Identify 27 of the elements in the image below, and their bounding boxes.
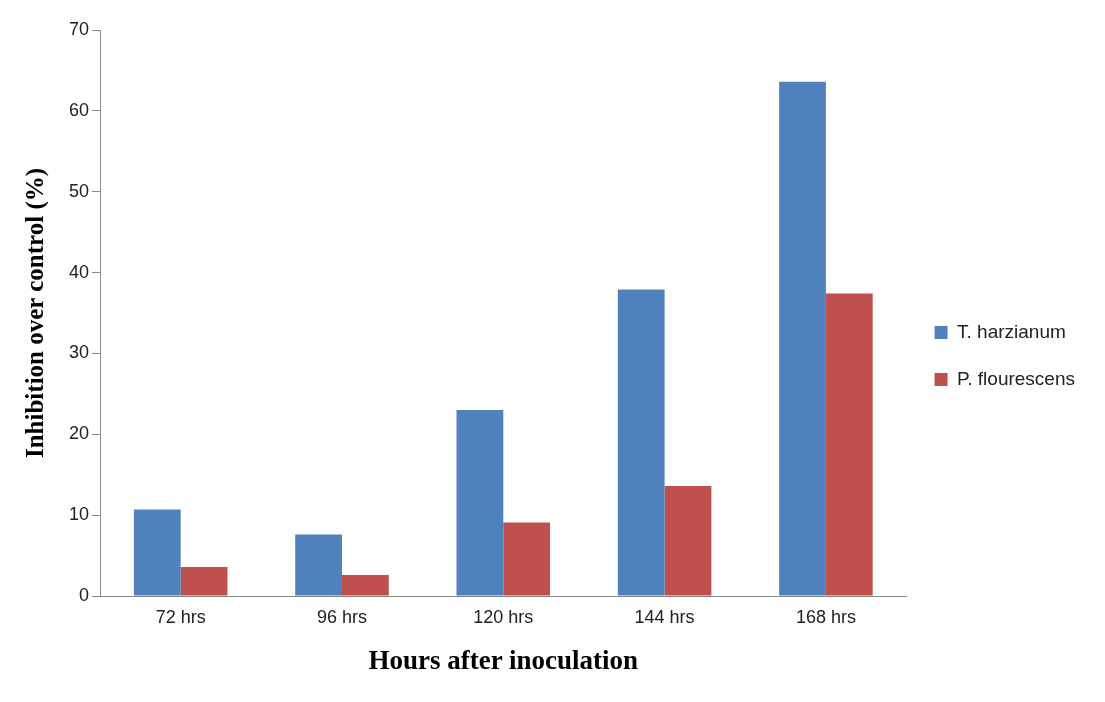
bar bbox=[825, 293, 873, 596]
x-tick-label: 168 hrs bbox=[795, 606, 856, 627]
y-tick-label: 40 bbox=[68, 261, 90, 282]
y-tick-label: 50 bbox=[68, 180, 90, 201]
bar bbox=[341, 574, 389, 596]
y-axis-title: Inhibition over control (%) bbox=[21, 167, 50, 459]
y-tick-label: 10 bbox=[68, 504, 90, 525]
bar bbox=[133, 509, 181, 596]
y-tick-label: 0 bbox=[79, 584, 90, 605]
bar bbox=[617, 289, 665, 596]
y-tick-label: 20 bbox=[68, 423, 90, 444]
bar bbox=[180, 566, 228, 596]
bar bbox=[295, 534, 342, 596]
y-tick-label: 60 bbox=[68, 99, 90, 120]
x-tick-label: 120 hrs bbox=[473, 606, 534, 627]
x-tick-label: 72 hrs bbox=[155, 606, 206, 627]
bar bbox=[664, 486, 712, 596]
y-tick-label: 30 bbox=[68, 342, 90, 363]
legend-label: P. flourescens bbox=[957, 367, 1076, 389]
legend-label: T. harzianum bbox=[957, 320, 1066, 342]
y-tick-label: 70 bbox=[68, 18, 90, 39]
bar bbox=[456, 410, 504, 596]
bar bbox=[779, 81, 826, 596]
x-tick-label: 96 hrs bbox=[316, 606, 367, 627]
bar bbox=[503, 522, 551, 596]
x-axis-title: Hours after inoculation bbox=[368, 644, 639, 675]
x-tick-label: 144 hrs bbox=[634, 606, 695, 627]
